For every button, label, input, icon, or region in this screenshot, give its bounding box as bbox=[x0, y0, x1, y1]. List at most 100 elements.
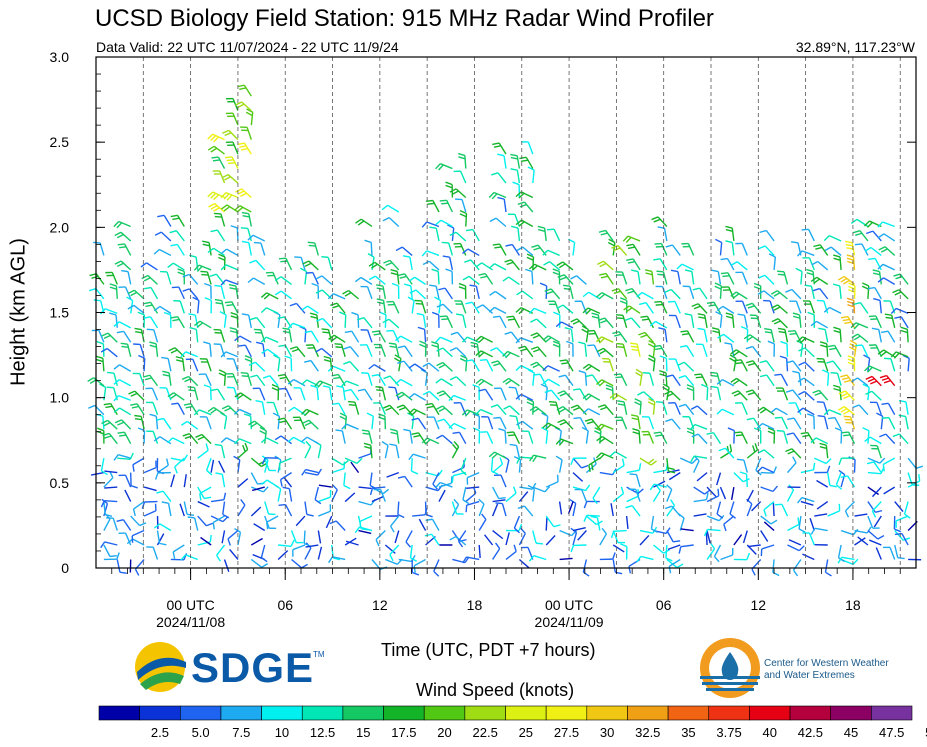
wind-barb bbox=[455, 198, 467, 213]
wind-barb bbox=[817, 414, 829, 430]
wind-barb bbox=[183, 474, 187, 488]
wind-barb bbox=[421, 437, 440, 445]
wind-barb bbox=[592, 486, 601, 505]
wind-barb bbox=[204, 297, 213, 314]
wind-barb bbox=[462, 556, 480, 564]
wind-barb bbox=[210, 229, 226, 242]
wind-barb bbox=[509, 443, 521, 459]
wind-barb bbox=[240, 126, 252, 140]
wind-barb bbox=[490, 404, 507, 416]
wind-barb bbox=[235, 188, 252, 199]
wind-barb bbox=[542, 335, 560, 343]
wind-barb bbox=[676, 263, 694, 271]
x-tick-label: 00 UTC bbox=[166, 597, 214, 613]
wind-barb bbox=[220, 351, 239, 358]
wind-barb bbox=[185, 358, 199, 372]
wind-barb bbox=[163, 311, 172, 328]
wind-barb bbox=[697, 327, 708, 343]
wind-barb bbox=[305, 544, 319, 548]
wind-barb bbox=[678, 513, 685, 531]
wind-barb bbox=[756, 422, 775, 430]
wind-barb bbox=[515, 365, 534, 372]
wind-barb bbox=[569, 498, 577, 517]
wind-barb bbox=[578, 341, 588, 357]
wind-barb bbox=[879, 374, 896, 387]
wind-barb bbox=[208, 202, 225, 213]
wind-barb bbox=[684, 312, 695, 328]
wind-barb bbox=[403, 283, 413, 299]
wind-barb bbox=[227, 529, 239, 546]
wind-barb bbox=[181, 375, 199, 387]
wind-barb bbox=[230, 225, 239, 241]
wind-barb bbox=[759, 229, 775, 242]
wind-barb bbox=[100, 347, 118, 358]
wind-barb bbox=[100, 541, 118, 549]
wind-barb bbox=[131, 529, 145, 543]
wind-barb bbox=[223, 559, 230, 572]
wind-barb bbox=[653, 463, 669, 474]
wind-barb bbox=[347, 400, 360, 415]
wind-barb bbox=[411, 432, 427, 445]
colorbar-tick-label: 5.0 bbox=[192, 725, 210, 740]
wind-barb bbox=[264, 457, 277, 472]
wind-barb bbox=[597, 260, 614, 271]
wind-barb bbox=[488, 263, 507, 271]
wind-barb bbox=[742, 530, 748, 544]
wind-barb bbox=[388, 342, 400, 357]
colorbar-swatch bbox=[505, 705, 547, 721]
wind-barb bbox=[241, 240, 253, 256]
wind-barb bbox=[881, 330, 896, 343]
y-tick-label: 0 bbox=[61, 560, 69, 576]
wind-barb bbox=[710, 385, 722, 401]
wind-barb bbox=[591, 312, 601, 328]
wind-barb bbox=[382, 318, 400, 329]
colorbar-tick-label: 22.5 bbox=[473, 725, 498, 740]
wind-barb bbox=[890, 351, 909, 359]
wind-barb bbox=[234, 408, 252, 416]
wind-barb bbox=[261, 479, 279, 488]
wind-barb bbox=[801, 228, 815, 242]
x-tick-label: 06 bbox=[277, 597, 293, 613]
wind-barb bbox=[315, 317, 333, 329]
wind-barb bbox=[602, 357, 614, 372]
wind-barb bbox=[248, 361, 266, 372]
wind-barb bbox=[719, 486, 727, 500]
wind-barb bbox=[170, 315, 185, 329]
wind-barb bbox=[284, 355, 293, 372]
wind-barb bbox=[847, 355, 856, 372]
wind-barb bbox=[838, 457, 855, 465]
colorbar-tick-label: 7.5 bbox=[232, 725, 250, 740]
wind-barb bbox=[776, 429, 789, 444]
colorbar-tick-label: 12.5 bbox=[310, 725, 335, 740]
wind-barb bbox=[595, 423, 614, 432]
wind-barb bbox=[529, 406, 547, 416]
wind-barb bbox=[517, 505, 534, 517]
wind-barb bbox=[807, 311, 815, 328]
wind-barb bbox=[93, 241, 105, 256]
wind-barb bbox=[143, 316, 159, 329]
wind-barb bbox=[753, 427, 762, 444]
wind-barb bbox=[735, 402, 748, 415]
wind-barb bbox=[207, 247, 225, 257]
wind-barb bbox=[796, 496, 815, 504]
wind-barb bbox=[315, 347, 333, 358]
wind-barb bbox=[113, 321, 132, 329]
wind-barb bbox=[636, 291, 654, 300]
wind-barb bbox=[837, 556, 855, 564]
wind-barb bbox=[502, 455, 510, 473]
wind-barb bbox=[505, 523, 523, 532]
wind-barb bbox=[597, 404, 614, 416]
wind-barb bbox=[760, 485, 778, 493]
wind-barb bbox=[832, 283, 842, 299]
wind-barb bbox=[639, 534, 650, 546]
wind-barb bbox=[180, 420, 199, 430]
wind-barb bbox=[273, 311, 281, 328]
wind-barb bbox=[375, 530, 386, 547]
wind-barb bbox=[322, 385, 333, 401]
wind-barb bbox=[142, 374, 159, 387]
wind-barb bbox=[114, 419, 132, 430]
wind-barb bbox=[684, 269, 695, 285]
wind-barb bbox=[259, 426, 267, 444]
wind-barb bbox=[277, 373, 293, 387]
wind-barb bbox=[153, 248, 172, 257]
